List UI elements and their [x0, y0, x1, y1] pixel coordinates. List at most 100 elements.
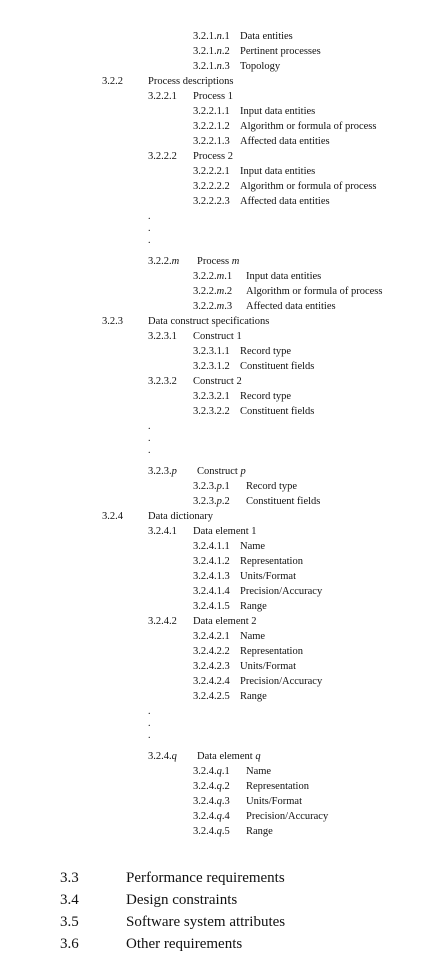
- outline-text: Data element 1: [193, 526, 257, 537]
- outline-number: 3.2.4.2: [148, 616, 177, 627]
- outline-number: 3.2.4.1.4: [193, 586, 230, 597]
- outline-text: Data element q: [197, 751, 261, 762]
- section-title: Design constraints: [126, 892, 238, 908]
- ellipsis-dot: .: [148, 235, 151, 246]
- outline-text: Topology: [240, 61, 281, 72]
- outline-number: 3.2.4.1.3: [193, 571, 230, 582]
- outline-text: Record type: [240, 346, 292, 357]
- outline-number: 3.2.4.2.4: [193, 676, 230, 687]
- outline-number: 3.2.2.2.3: [193, 196, 230, 207]
- outline-text: Data element 2: [193, 616, 257, 627]
- outline-number: 3.2.4.2.2: [193, 646, 230, 657]
- outline-number: 3.2.4.q.4: [193, 811, 230, 822]
- outline-number: 3.2.2.m.3: [193, 301, 233, 312]
- section-title: Software system attributes: [126, 914, 286, 930]
- outline-number: 3.2.3.1.1: [193, 346, 230, 357]
- ellipsis-dot: .: [148, 421, 151, 432]
- outline-number: 3.2.4.2.5: [193, 691, 230, 702]
- outline-number: 3.2.3.1: [148, 331, 177, 342]
- outline-number: 3.2.2.m.1: [193, 271, 233, 282]
- section-title: Other requirements: [126, 936, 243, 952]
- outline-text: Representation: [246, 781, 309, 792]
- outline-number: 3.2.3.1.2: [193, 361, 230, 372]
- ellipsis-dot: .: [148, 706, 151, 717]
- outline-text: Constituent fields: [246, 496, 321, 507]
- outline-text: Constituent fields: [240, 361, 315, 372]
- outline-text: Record type: [240, 391, 292, 402]
- outline-number: 3.2.1.n.2: [193, 46, 230, 57]
- outline-number: 3.2.4.2.1: [193, 631, 230, 642]
- outline-number: 3.2.3.p.2: [193, 496, 230, 507]
- outline-text: Data entities: [240, 31, 293, 42]
- outline-text: Precision/Accuracy: [240, 676, 323, 687]
- outline-text: Data dictionary: [148, 511, 214, 522]
- outline-text: Data construct specifications: [148, 316, 270, 327]
- outline-number: 3.2.3.p.1: [193, 481, 230, 492]
- ellipsis-dot: .: [148, 433, 151, 444]
- outline-text: Units/Format: [240, 571, 297, 582]
- outline-number: 3.2.4.1.5: [193, 601, 230, 612]
- outline-text: Construct p: [197, 466, 246, 477]
- outline-number: 3.2.3.2.2: [193, 406, 230, 417]
- outline-text: Representation: [240, 556, 303, 567]
- outline-number: 3.2.3.2.1: [193, 391, 230, 402]
- outline-text: Process m: [197, 256, 240, 267]
- outline-number: 3.2.2.m: [148, 256, 180, 267]
- ellipsis-dot: .: [148, 211, 151, 222]
- outline-number: 3.2.1.n.3: [193, 61, 230, 72]
- outline-number: 3.2.4.2.3: [193, 661, 230, 672]
- outline-number: 3.2.4.q.5: [193, 826, 230, 837]
- section-number: 3.4: [60, 892, 79, 908]
- outline-number: 3.2.3.p: [148, 466, 177, 477]
- outline-number: 3.2.4.q: [148, 751, 177, 762]
- outline-number: 3.2.4.q.3: [193, 796, 230, 807]
- outline-number: 3.2.2.2.2: [193, 181, 230, 192]
- outline-number: 3.2.1.n.1: [193, 31, 230, 42]
- outline-text: Affected data entities: [246, 301, 336, 312]
- outline-number: 3.2.2.1.2: [193, 121, 230, 132]
- outline-text: Units/Format: [240, 661, 297, 672]
- outline-number: 3.2.2.2.1: [193, 166, 230, 177]
- section-number: 3.5: [60, 914, 79, 930]
- outline-text: Algorithm or formula of process: [246, 286, 383, 297]
- outline-number: 3.2.3.2: [148, 376, 177, 387]
- outline-text: Affected data entities: [240, 136, 330, 147]
- outline-text: Range: [240, 691, 267, 702]
- outline-text: Range: [240, 601, 267, 612]
- outline-text: Affected data entities: [240, 196, 330, 207]
- outline-text: Process 1: [193, 91, 233, 102]
- outline-text: Precision/Accuracy: [240, 586, 323, 597]
- outline-number: 3.2.2.2: [148, 151, 177, 162]
- ellipsis-dot: .: [148, 730, 151, 741]
- outline-number: 3.2.4.q.2: [193, 781, 230, 792]
- outline-number: 3.2.2.1: [148, 91, 177, 102]
- outline-text: Construct 1: [193, 331, 242, 342]
- outline-number: 3.2.4.1.2: [193, 556, 230, 567]
- outline-text: Input data entities: [240, 106, 316, 117]
- outline-text: Algorithm or formula of process: [240, 181, 377, 192]
- outline-text: Representation: [240, 646, 303, 657]
- outline-text: Process descriptions: [148, 76, 234, 87]
- outline-number: 3.2.3: [102, 316, 123, 327]
- section-number: 3.6: [60, 936, 79, 952]
- outline-text: Algorithm or formula of process: [240, 121, 377, 132]
- outline-number: 3.2.2.1.3: [193, 136, 230, 147]
- ellipsis-dot: .: [148, 718, 151, 729]
- outline-text: Precision/Accuracy: [246, 811, 329, 822]
- outline-text: Name: [240, 631, 266, 642]
- outline-text: Process 2: [193, 151, 233, 162]
- outline-text: Units/Format: [246, 796, 303, 807]
- outline-number: 3.2.4.1: [148, 526, 177, 537]
- ellipsis-dot: .: [148, 445, 151, 456]
- outline-text: Construct 2: [193, 376, 242, 387]
- outline-text: Range: [246, 826, 273, 837]
- outline-text: Constituent fields: [240, 406, 315, 417]
- outline-text: Record type: [246, 481, 298, 492]
- outline-number: 3.2.4: [102, 511, 123, 522]
- outline-text: Name: [246, 766, 272, 777]
- outline-number: 3.2.2.m.2: [193, 286, 233, 297]
- outline-text: Input data entities: [240, 166, 316, 177]
- section-title: Performance requirements: [126, 870, 285, 886]
- outline-number: 3.2.4.1.1: [193, 541, 230, 552]
- outline-text: Name: [240, 541, 266, 552]
